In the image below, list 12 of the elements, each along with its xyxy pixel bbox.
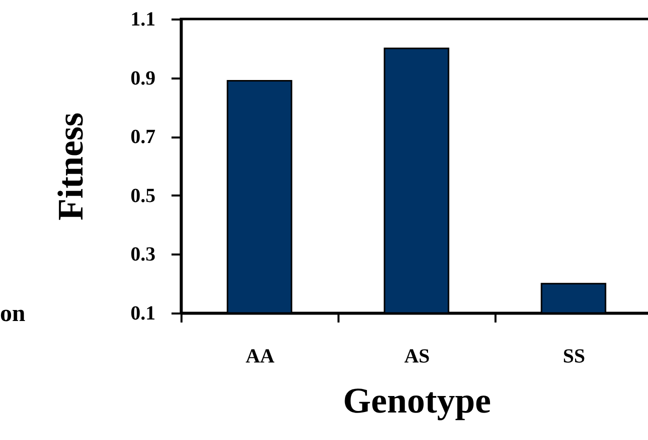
y-tick-label: 0.9 <box>130 67 156 90</box>
x-tick-label: AA <box>246 346 275 368</box>
y-tick-label: 0.7 <box>130 126 156 148</box>
y-axis-title: Fitness <box>50 112 90 220</box>
text: on <box>0 301 26 327</box>
y-tick-label: 0.5 <box>130 184 156 207</box>
y-tick-label: 0.1 <box>130 302 156 324</box>
x-tick-label: SS <box>562 346 586 368</box>
y-tick-label: 0.3 <box>130 244 156 266</box>
y-tick-label: 1.1 <box>130 8 156 30</box>
x-tick-label: AS <box>404 346 430 368</box>
x-axis-title: Genotype <box>343 380 492 420</box>
